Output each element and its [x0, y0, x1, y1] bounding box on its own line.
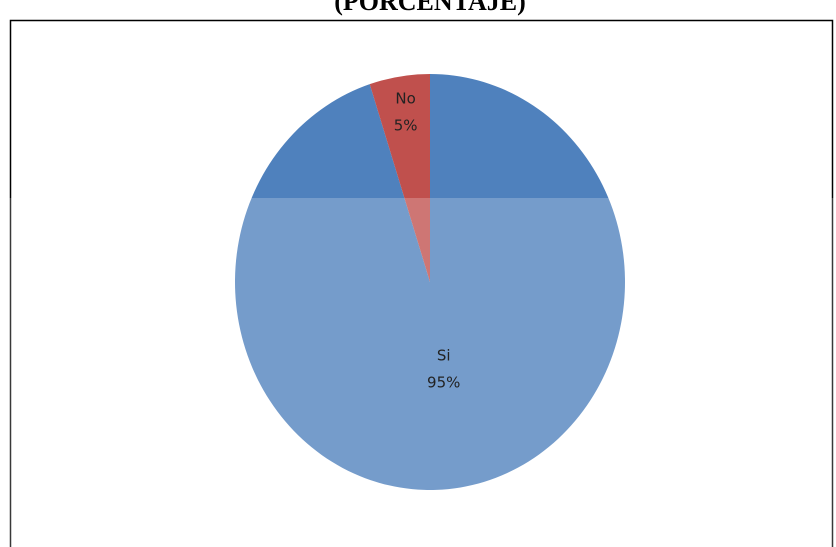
value-label: 95% [427, 373, 460, 391]
category-label: No [395, 90, 415, 108]
watermark-overlay [0, 198, 836, 547]
page: {"chart_data": {"type": "pie", "title": … [0, 0, 836, 547]
chart: (PORCENTAJE) Si 95% No 5% [0, 0, 836, 547]
category-label: Si [437, 346, 451, 364]
value-label: 5% [394, 117, 418, 135]
chart-title: (PORCENTAJE) [334, 0, 526, 16]
